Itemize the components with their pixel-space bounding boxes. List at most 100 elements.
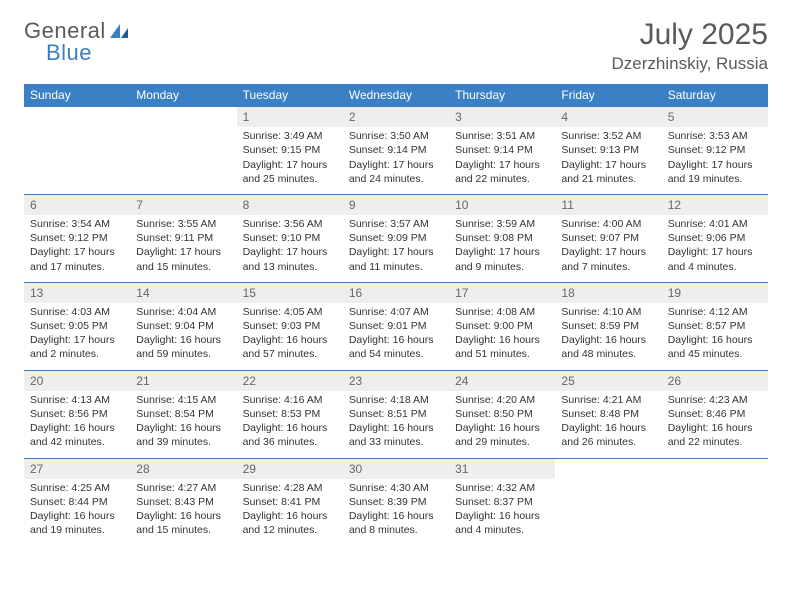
day-cell: 12Sunrise: 4:01 AMSunset: 9:06 PMDayligh… <box>662 194 768 282</box>
day-cell: 3Sunrise: 3:51 AMSunset: 9:14 PMDaylight… <box>449 107 555 195</box>
sunrise-text: Sunrise: 4:20 AM <box>455 393 549 407</box>
day-cell: 26Sunrise: 4:23 AMSunset: 8:46 PMDayligh… <box>662 370 768 458</box>
daylight-text: Daylight: 17 hours <box>668 158 762 172</box>
daylight-text: and 42 minutes. <box>30 435 124 449</box>
day-number: 8 <box>237 195 343 215</box>
day-number: 15 <box>237 283 343 303</box>
sunrise-text: Sunrise: 4:16 AM <box>243 393 337 407</box>
sunrise-text: Sunrise: 3:59 AM <box>455 217 549 231</box>
sunset-text: Sunset: 9:15 PM <box>243 143 337 157</box>
daylight-text: and 48 minutes. <box>561 347 655 361</box>
daylight-text: and 2 minutes. <box>30 347 124 361</box>
sunset-text: Sunset: 8:50 PM <box>455 407 549 421</box>
daylight-text: and 54 minutes. <box>349 347 443 361</box>
daylight-text: and 39 minutes. <box>136 435 230 449</box>
daylight-text: Daylight: 16 hours <box>136 333 230 347</box>
sunrise-text: Sunrise: 4:27 AM <box>136 481 230 495</box>
day-number: 10 <box>449 195 555 215</box>
day-number: 11 <box>555 195 661 215</box>
daylight-text: and 22 minutes. <box>455 172 549 186</box>
day-number: 30 <box>343 459 449 479</box>
day-cell: 18Sunrise: 4:10 AMSunset: 8:59 PMDayligh… <box>555 282 661 370</box>
day-number: 21 <box>130 371 236 391</box>
sunset-text: Sunset: 9:11 PM <box>136 231 230 245</box>
day-cell: 21Sunrise: 4:15 AMSunset: 8:54 PMDayligh… <box>130 370 236 458</box>
daylight-text: and 33 minutes. <box>349 435 443 449</box>
day-number: 18 <box>555 283 661 303</box>
day-number: 12 <box>662 195 768 215</box>
sunset-text: Sunset: 9:09 PM <box>349 231 443 245</box>
day-cell: 4Sunrise: 3:52 AMSunset: 9:13 PMDaylight… <box>555 107 661 195</box>
daylight-text: and 22 minutes. <box>668 435 762 449</box>
sunrise-text: Sunrise: 3:57 AM <box>349 217 443 231</box>
sunrise-text: Sunrise: 4:10 AM <box>561 305 655 319</box>
week-row: 27Sunrise: 4:25 AMSunset: 8:44 PMDayligh… <box>24 458 768 545</box>
sunrise-text: Sunrise: 3:56 AM <box>243 217 337 231</box>
day-cell: 1Sunrise: 3:49 AMSunset: 9:15 PMDaylight… <box>237 107 343 195</box>
daylight-text: Daylight: 16 hours <box>243 421 337 435</box>
day-cell: 10Sunrise: 3:59 AMSunset: 9:08 PMDayligh… <box>449 194 555 282</box>
sunrise-text: Sunrise: 4:05 AM <box>243 305 337 319</box>
daylight-text: Daylight: 16 hours <box>136 509 230 523</box>
sunset-text: Sunset: 9:06 PM <box>668 231 762 245</box>
daylight-text: Daylight: 17 hours <box>455 158 549 172</box>
daylight-text: and 19 minutes. <box>668 172 762 186</box>
day-number: 2 <box>343 107 449 127</box>
day-header: Saturday <box>662 84 768 107</box>
sunset-text: Sunset: 8:56 PM <box>30 407 124 421</box>
daylight-text: Daylight: 17 hours <box>243 158 337 172</box>
day-number: 9 <box>343 195 449 215</box>
day-cell: 16Sunrise: 4:07 AMSunset: 9:01 PMDayligh… <box>343 282 449 370</box>
week-row: 1Sunrise: 3:49 AMSunset: 9:15 PMDaylight… <box>24 107 768 195</box>
daylight-text: and 45 minutes. <box>668 347 762 361</box>
daylight-text: Daylight: 16 hours <box>349 421 443 435</box>
sunset-text: Sunset: 9:07 PM <box>561 231 655 245</box>
daylight-text: and 25 minutes. <box>243 172 337 186</box>
sunrise-text: Sunrise: 3:51 AM <box>455 129 549 143</box>
daylight-text: and 57 minutes. <box>243 347 337 361</box>
sunset-text: Sunset: 8:37 PM <box>455 495 549 509</box>
day-number: 17 <box>449 283 555 303</box>
daylight-text: Daylight: 16 hours <box>455 509 549 523</box>
day-cell <box>24 107 130 195</box>
day-cell: 11 Sunrise: 4:00 AMSunset: 9:07 PMDayligh… <box>555 194 661 282</box>
daylight-text: and 59 minutes. <box>136 347 230 361</box>
day-cell: 5Sunrise: 3:53 AMSunset: 9:12 PMDaylight… <box>662 107 768 195</box>
day-header: Friday <box>555 84 661 107</box>
day-cell: 31Sunrise: 4:32 AMSunset: 8:37 PMDayligh… <box>449 458 555 545</box>
sunset-text: Sunset: 8:43 PM <box>136 495 230 509</box>
daylight-text: Daylight: 17 hours <box>349 158 443 172</box>
location-label: Dzerzhinskiy, Russia <box>611 54 768 74</box>
day-header: Thursday <box>449 84 555 107</box>
sunset-text: Sunset: 9:14 PM <box>349 143 443 157</box>
sunset-text: Sunset: 9:10 PM <box>243 231 337 245</box>
daylight-text: Daylight: 17 hours <box>349 245 443 259</box>
sunrise-text: Sunrise: 4:30 AM <box>349 481 443 495</box>
daylight-text: and 29 minutes. <box>455 435 549 449</box>
logo: General Blue <box>24 18 130 66</box>
sunset-text: Sunset: 8:53 PM <box>243 407 337 421</box>
sunrise-text: Sunrise: 4:03 AM <box>30 305 124 319</box>
sunset-text: Sunset: 8:54 PM <box>136 407 230 421</box>
sunset-text: Sunset: 8:41 PM <box>243 495 337 509</box>
day-number: 22 <box>237 371 343 391</box>
sunrise-text: Sunrise: 3:50 AM <box>349 129 443 143</box>
daylight-text: Daylight: 16 hours <box>136 421 230 435</box>
day-header: Sunday <box>24 84 130 107</box>
sunset-text: Sunset: 9:05 PM <box>30 319 124 333</box>
title-block: July 2025 Dzerzhinskiy, Russia <box>611 18 768 74</box>
sunrise-text: Sunrise: 3:49 AM <box>243 129 337 143</box>
sunrise-text: Sunrise: 4:00 AM <box>561 217 655 231</box>
day-cell: 2 Sunrise: 3:50 AMSunset: 9:14 PMDaylight… <box>343 107 449 195</box>
daylight-text: Daylight: 17 hours <box>561 245 655 259</box>
daylight-text: Daylight: 16 hours <box>561 333 655 347</box>
daylight-text: Daylight: 16 hours <box>243 333 337 347</box>
day-number: 6 <box>24 195 130 215</box>
daylight-text: and 4 minutes. <box>668 260 762 274</box>
daylight-text: and 12 minutes. <box>243 523 337 537</box>
daylight-text: Daylight: 16 hours <box>561 421 655 435</box>
day-number: 24 <box>449 371 555 391</box>
daylight-text: and 21 minutes. <box>561 172 655 186</box>
sunrise-text: Sunrise: 4:04 AM <box>136 305 230 319</box>
daylight-text: and 26 minutes. <box>561 435 655 449</box>
